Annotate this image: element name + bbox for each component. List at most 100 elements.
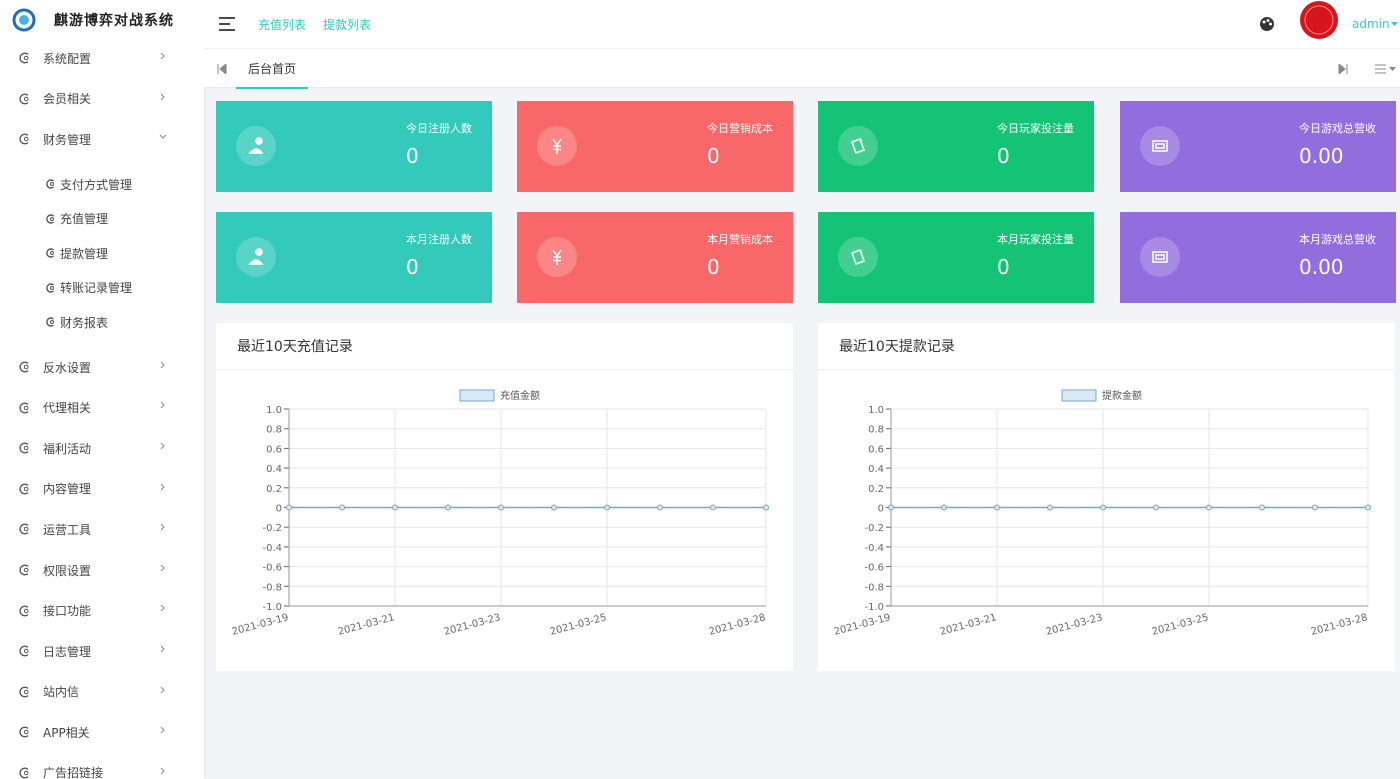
tab-menu[interactable] xyxy=(1375,64,1397,74)
menu-item[interactable]: 权限设置 xyxy=(0,550,204,591)
icon-shape xyxy=(19,361,29,373)
menu-item[interactable]: 日志管理 xyxy=(0,631,204,672)
chevron xyxy=(160,523,165,531)
menu-icon xyxy=(46,179,54,189)
stat-icon-shape xyxy=(1152,140,1168,152)
menu-item[interactable]: 财务管理 xyxy=(0,119,204,160)
tab-prev[interactable] xyxy=(217,64,227,74)
chevron-shape xyxy=(160,767,165,775)
top-link[interactable]: 提款列表 xyxy=(323,17,372,32)
stat-icon xyxy=(838,237,878,277)
icon-shape xyxy=(19,402,29,414)
icon-shape xyxy=(19,52,29,64)
y-tick-label: 0.4 xyxy=(868,464,884,475)
y-tick-label: -0.6 xyxy=(262,563,282,574)
chevron-shape xyxy=(160,93,165,100)
chart: 1.00.80.60.40.20-0.2-0.4-0.6-0.8-1.02021… xyxy=(833,389,1371,638)
y-tick-label: -0.6 xyxy=(864,563,884,574)
menu-icon xyxy=(46,213,54,224)
menu-icon xyxy=(19,442,29,454)
tab[interactable]: 后台首页 xyxy=(236,49,308,89)
chevron xyxy=(160,442,165,450)
chart-panel: 最近10天充值记录 1.0 0.8 0.6 0.4 0.2 0 -0.2 -0.4 -0.6 -0.… xyxy=(216,323,793,671)
x-tick-label: 2021-03-19 xyxy=(833,612,892,638)
point xyxy=(941,504,947,511)
menu-item[interactable]: 代理相关 xyxy=(0,387,204,428)
icon-dot xyxy=(23,770,29,776)
stat-card: 本月游戏总营收 0.00 xyxy=(1120,212,1396,303)
y-tick-label: 1.0 xyxy=(266,405,282,416)
menu-icon xyxy=(19,605,29,617)
submenu: 支付方式管理 充值管理提款管理转账记录管理 财务报表 xyxy=(0,160,204,347)
point xyxy=(1047,504,1053,511)
tab-next[interactable] xyxy=(1338,64,1348,74)
x-tick-label: 2021-03-23 xyxy=(1045,612,1104,638)
chevron xyxy=(160,361,165,369)
stat-card: 今日玩家投注量 0 xyxy=(818,101,1094,192)
chevron xyxy=(160,401,165,409)
menu-item[interactable]: APP相关 xyxy=(0,712,204,753)
chevron-shape xyxy=(159,134,167,139)
menu-icon xyxy=(46,283,54,293)
menu-toggle[interactable] xyxy=(218,16,238,32)
chevron xyxy=(160,686,165,693)
menu-item[interactable]: 反水设置 xyxy=(0,347,204,388)
user-name[interactable]: admin xyxy=(1352,17,1390,31)
top-link[interactable]: 充值列表 xyxy=(258,17,307,32)
stat-value: 0 xyxy=(707,144,720,168)
menu-icon xyxy=(46,248,54,258)
menu-item[interactable]: 接口功能 xyxy=(0,590,204,631)
menu-item[interactable]: 站内信 xyxy=(0,672,204,713)
menu-label: 权限设置 xyxy=(43,563,92,578)
submenu-item[interactable]: 充值管理 xyxy=(0,201,204,236)
stat-icon xyxy=(1140,237,1180,277)
menu-item[interactable]: 会员相关 xyxy=(0,79,204,120)
stat-text: 本月游戏总营收 0.00 xyxy=(1299,233,1376,279)
icon-shape xyxy=(19,442,29,454)
menu-icon xyxy=(19,726,29,738)
x-tick-label: 2021-03-21 xyxy=(337,612,396,638)
icon-dot xyxy=(50,216,54,221)
brand[interactable]: 麒游博弈对战系统 xyxy=(0,0,204,40)
icon-shape xyxy=(19,93,29,105)
icon-shape xyxy=(19,605,29,617)
stat-icon xyxy=(537,126,577,166)
chevron xyxy=(160,726,165,734)
avatar[interactable] xyxy=(1299,0,1339,40)
x-tick-label: 2021-03-21 xyxy=(939,612,998,638)
submenu-item[interactable]: 财务报表 xyxy=(0,305,204,340)
submenu-label: 提款管理 xyxy=(60,246,109,261)
stat-icon-shape xyxy=(851,138,865,154)
point xyxy=(1153,504,1159,511)
menu-item[interactable]: 运营工具 xyxy=(0,509,204,550)
point xyxy=(339,504,345,511)
point xyxy=(551,504,557,511)
stat-text: 今日营销成本 0 xyxy=(707,122,773,168)
point xyxy=(604,504,610,511)
legend-swatch xyxy=(459,389,495,402)
y-tick-label: -0.8 xyxy=(262,582,282,593)
submenu-item[interactable]: 提款管理 xyxy=(0,236,204,271)
icon-dot xyxy=(50,320,54,325)
y-tick-label: 0 xyxy=(276,504,282,515)
menu-item[interactable]: 广告招链接 xyxy=(0,753,204,779)
submenu-item[interactable]: 转账记录管理 xyxy=(0,271,204,306)
x-tick-label: 2021-03-28 xyxy=(1310,612,1369,638)
x-tick-label: 2021-03-25 xyxy=(1151,612,1210,638)
icon-dot xyxy=(50,285,54,290)
menu-icon xyxy=(19,645,29,657)
stat-icon xyxy=(236,126,276,166)
icon-dot xyxy=(23,137,29,142)
menu-item[interactable]: 内容管理 xyxy=(0,469,204,510)
stat-text: 本月注册人数 0 xyxy=(406,233,472,279)
stat-icon xyxy=(1140,126,1180,166)
icon-shape xyxy=(19,564,29,576)
menu-item[interactable]: 系统配置 xyxy=(0,38,204,79)
icon-shape xyxy=(19,645,29,657)
stat-text: 今日玩家投注量 0 xyxy=(997,122,1074,168)
submenu-item[interactable]: 支付方式管理 xyxy=(0,167,204,202)
menu-item[interactable]: 福利活动 xyxy=(0,428,204,469)
y-tick-label: 0.6 xyxy=(266,444,282,455)
theme-icon[interactable] xyxy=(1259,16,1275,32)
chevron-shape xyxy=(160,645,165,653)
